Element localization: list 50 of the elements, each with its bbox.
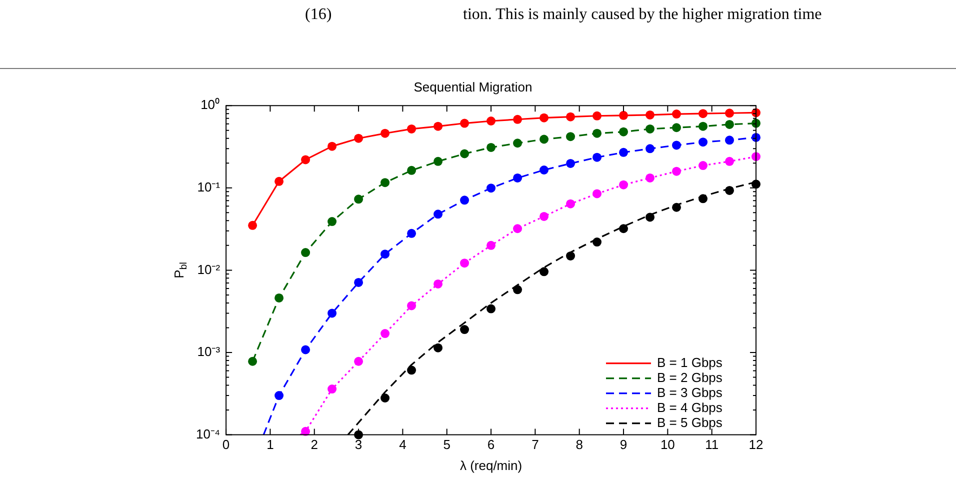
- point: [486, 240, 496, 250]
- x-tick-label: 1: [266, 437, 274, 452]
- point: [540, 166, 549, 174]
- x-tick-label: 11: [705, 437, 719, 452]
- legend-label: B = 4 Gbps: [657, 400, 723, 415]
- legend-label: B = 2 Gbps: [657, 370, 723, 385]
- point: [407, 301, 416, 310]
- y-tick-label: 10⁻¹: [197, 179, 221, 194]
- point: [672, 166, 682, 176]
- point: [725, 156, 734, 166]
- y-tick-label: 10⁻²: [197, 262, 221, 277]
- x-tick-label: 2: [310, 437, 318, 452]
- chart-title: Sequential Migration: [414, 79, 532, 94]
- x-tick-label: 4: [399, 437, 406, 452]
- x-tick-label: 8: [576, 437, 583, 452]
- text: tion. This is mainly caused by the higher migration time: [463, 6, 822, 24]
- y-tick-label: 10⁻³: [197, 344, 221, 360]
- point: [566, 199, 576, 208]
- point: [540, 212, 549, 221]
- y-tick-label: 10⁰: [200, 97, 220, 112]
- x-tick-label: 9: [620, 437, 628, 452]
- x-axis-title: λ (req/min): [460, 458, 522, 473]
- x-tick-label: 12: [748, 437, 764, 452]
- y-tick-label: 10⁻⁴: [196, 426, 220, 442]
- x-tick-label: 7: [532, 437, 539, 452]
- point: [646, 173, 655, 182]
- x-tick-label: 0: [222, 437, 230, 452]
- point: [407, 366, 416, 375]
- point: [434, 343, 443, 352]
- text: (16): [305, 6, 332, 24]
- point: [354, 278, 364, 287]
- legend-label: B = 3 Gbps: [657, 384, 723, 400]
- point: [328, 384, 337, 394]
- x-tick-label: 6: [487, 437, 495, 452]
- x-tick-label: 10: [660, 437, 675, 452]
- y-axis-title: Pbl: [172, 262, 190, 278]
- legend-label: B = 5 Gbps: [657, 414, 723, 430]
- point: [434, 279, 443, 288]
- legend-label: B = 1 Gbps: [657, 354, 723, 370]
- point: [380, 394, 390, 402]
- point: [540, 267, 549, 276]
- x-tick-label: 5: [443, 437, 450, 452]
- point: [513, 173, 522, 182]
- point: [698, 161, 708, 170]
- point: [407, 166, 416, 175]
- point: [460, 325, 470, 334]
- point: [486, 304, 496, 314]
- x-tick-label: 3: [354, 437, 362, 452]
- point: [566, 158, 576, 168]
- point: [619, 224, 628, 234]
